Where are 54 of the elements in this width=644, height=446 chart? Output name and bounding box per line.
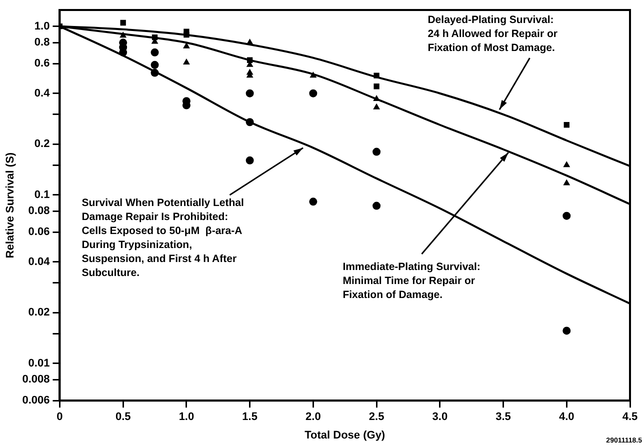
y-axis-title: Relative Survival (S) <box>4 152 17 258</box>
point <box>246 156 254 164</box>
y-tick-label: 0.01 <box>28 357 50 370</box>
point <box>562 212 571 220</box>
point <box>372 202 381 210</box>
y-tick-label: 0.08 <box>28 205 50 218</box>
x-tick-label: 2.0 <box>306 411 321 424</box>
point <box>309 198 318 206</box>
point <box>372 148 381 156</box>
annotation: Delayed-Plating Survival: 24 h Allowed for Repair or Fixation of Most Damage. <box>428 14 558 54</box>
y-tick-label: 0.6 <box>34 58 50 70</box>
point <box>182 58 190 64</box>
point <box>184 32 190 38</box>
y-tick-label: 0.008 <box>22 374 50 386</box>
y-tick-label: 0.06 <box>28 226 50 238</box>
point <box>150 60 159 69</box>
x-tick-label: 3.5 <box>496 411 511 424</box>
annotation: Survival When Potentially Lethal Damage Repair Is Prohibited: Cells Exposed to 50-μM β-ara-A During Trypsinization, Suspension, and First 4 h After Subculture. <box>82 197 244 280</box>
point <box>310 72 317 78</box>
annotation: Immediate-Plating Survival: Minimal Time for Repair or Fixation of Damage. <box>342 261 480 302</box>
point <box>563 179 570 186</box>
point <box>150 48 159 56</box>
y-tick-label: 0.02 <box>28 306 50 319</box>
y-tick-label: 0.8 <box>34 36 50 49</box>
point <box>309 89 318 98</box>
point <box>374 72 380 78</box>
y-tick-label: 0.4 <box>34 87 51 100</box>
point <box>120 32 127 38</box>
x-axis-title: Total Dose (Gy) <box>304 429 386 442</box>
point <box>374 84 380 90</box>
point <box>246 38 254 45</box>
y-tick-label: 0.04 <box>28 256 51 268</box>
point <box>246 89 254 98</box>
point <box>246 118 254 126</box>
x-tick-label: 3.0 <box>432 411 448 424</box>
y-tick-label: 0.1 <box>34 188 50 201</box>
x-tick-label: 4.0 <box>558 411 574 424</box>
point <box>150 68 159 77</box>
y-tick-label: 0.006 <box>22 394 50 407</box>
x-tick-label: 4.5 <box>622 411 638 424</box>
point <box>120 20 126 26</box>
x-tick-label: 1.0 <box>178 411 194 424</box>
y-tick-label: 1.0 <box>34 20 50 32</box>
x-tick-label: 0.5 <box>115 411 131 424</box>
point <box>373 103 380 110</box>
x-tick-label: 2.5 <box>368 411 384 424</box>
point <box>564 122 570 128</box>
point <box>246 57 253 63</box>
y-tick-label: 0.2 <box>34 138 50 150</box>
x-tick-label: 0 <box>56 411 63 424</box>
point <box>562 326 571 335</box>
point <box>152 34 158 40</box>
x-tick-label: 1.5 <box>242 411 258 424</box>
point <box>563 161 570 168</box>
